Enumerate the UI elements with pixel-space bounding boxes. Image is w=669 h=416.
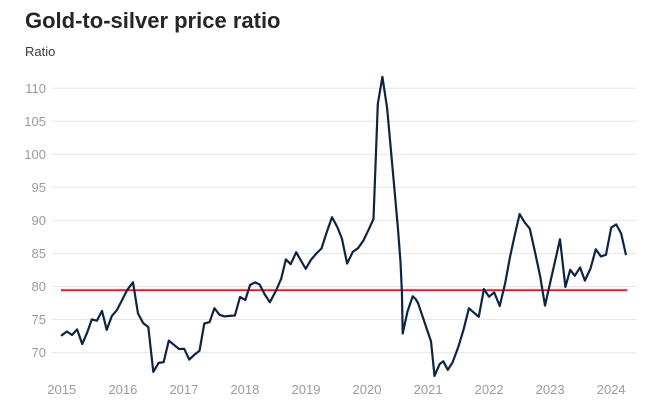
svg-text:2015: 2015: [47, 382, 76, 397]
svg-text:105: 105: [24, 114, 46, 129]
svg-text:110: 110: [25, 81, 46, 96]
svg-text:70: 70: [32, 345, 46, 360]
svg-text:2024: 2024: [597, 382, 626, 397]
svg-text:80: 80: [32, 279, 46, 294]
svg-text:100: 100: [24, 147, 46, 162]
svg-text:2018: 2018: [230, 382, 259, 397]
svg-text:2021: 2021: [414, 382, 443, 397]
svg-text:2020: 2020: [353, 382, 382, 397]
svg-text:75: 75: [32, 312, 46, 327]
svg-text:85: 85: [32, 246, 46, 261]
svg-text:2023: 2023: [536, 382, 565, 397]
svg-text:90: 90: [32, 213, 46, 228]
svg-text:2016: 2016: [108, 382, 137, 397]
svg-text:2019: 2019: [292, 382, 321, 397]
svg-text:95: 95: [32, 180, 46, 195]
svg-text:2017: 2017: [169, 382, 198, 397]
svg-text:2022: 2022: [475, 382, 504, 397]
